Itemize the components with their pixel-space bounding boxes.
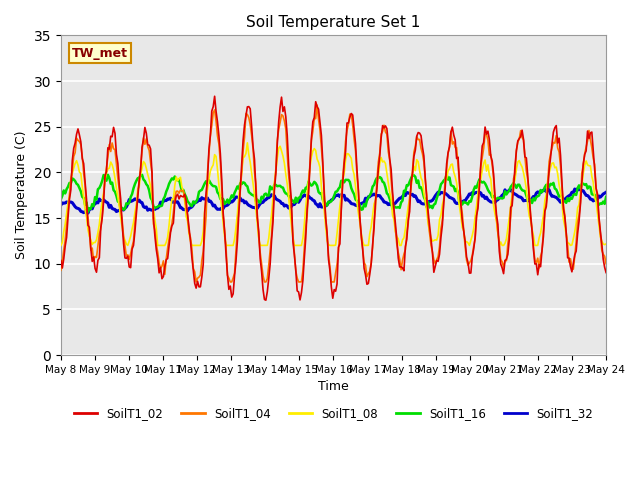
X-axis label: Time: Time [318, 380, 349, 393]
Line: SoilT1_02: SoilT1_02 [61, 96, 606, 300]
SoilT1_08 [528, 226, 536, 232]
SoilT1_16 [530, 195, 538, 201]
SoilT1_16 [449, 183, 456, 189]
SoilT1_08 [93, 237, 100, 243]
SoilT1_32 [601, 191, 609, 196]
SoilT1_02 [262, 297, 269, 303]
Line: SoilT1_32: SoilT1_32 [61, 189, 606, 213]
SoilT1_16 [602, 194, 610, 200]
SoilT1_04 [340, 157, 348, 163]
Line: SoilT1_08: SoilT1_08 [61, 143, 606, 245]
SoilT1_32 [76, 206, 83, 212]
SoilT1_04 [57, 267, 65, 273]
Text: TW_met: TW_met [72, 47, 128, 60]
SoilT1_16 [57, 196, 65, 202]
SoilT1_04 [602, 261, 610, 267]
SoilT1_02 [340, 161, 348, 167]
SoilT1_02 [93, 269, 100, 275]
SoilT1_32 [602, 189, 610, 195]
SoilT1_32 [94, 200, 102, 206]
Y-axis label: Soil Temperature (C): Soil Temperature (C) [15, 131, 28, 259]
SoilT1_02 [211, 94, 218, 99]
SoilT1_04 [76, 139, 83, 144]
SoilT1_16 [443, 172, 451, 178]
SoilT1_02 [57, 258, 65, 264]
SoilT1_16 [76, 185, 83, 191]
SoilT1_08 [339, 177, 347, 183]
SoilT1_02 [449, 124, 456, 130]
SoilT1_02 [530, 247, 538, 252]
SoilT1_08 [602, 241, 610, 247]
Line: SoilT1_16: SoilT1_16 [61, 175, 606, 212]
SoilT1_16 [94, 186, 102, 192]
SoilT1_02 [76, 132, 83, 138]
SoilT1_08 [600, 241, 607, 247]
Legend: SoilT1_02, SoilT1_04, SoilT1_08, SoilT1_16, SoilT1_32: SoilT1_02, SoilT1_04, SoilT1_08, SoilT1_… [69, 402, 598, 425]
SoilT1_02 [602, 270, 610, 276]
SoilT1_16 [339, 179, 347, 185]
SoilT1_04 [93, 254, 100, 260]
SoilT1_04 [192, 279, 200, 285]
SoilT1_08 [57, 242, 65, 248]
SoilT1_32 [447, 195, 455, 201]
SoilT1_32 [339, 192, 347, 198]
SoilT1_08 [244, 140, 252, 146]
SoilT1_02 [601, 264, 609, 270]
SoilT1_04 [313, 102, 321, 108]
SoilT1_32 [57, 202, 65, 208]
Title: Soil Temperature Set 1: Soil Temperature Set 1 [246, 15, 420, 30]
Line: SoilT1_04: SoilT1_04 [61, 105, 606, 282]
SoilT1_08 [447, 162, 455, 168]
SoilT1_04 [449, 141, 456, 147]
SoilT1_32 [528, 195, 536, 201]
SoilT1_04 [530, 244, 538, 250]
SoilT1_16 [84, 209, 92, 215]
SoilT1_04 [601, 253, 609, 259]
SoilT1_32 [573, 186, 581, 192]
SoilT1_32 [84, 210, 92, 216]
SoilT1_08 [76, 169, 83, 175]
SoilT1_16 [601, 201, 609, 207]
